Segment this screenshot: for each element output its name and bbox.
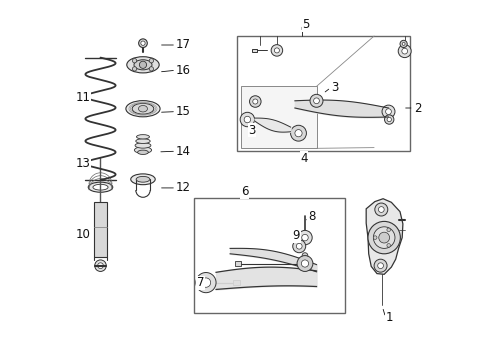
Circle shape	[313, 98, 319, 104]
Circle shape	[373, 236, 376, 239]
Bar	[233, 280, 239, 285]
Text: 5: 5	[302, 18, 309, 31]
Text: 11: 11	[75, 91, 90, 104]
Text: 13: 13	[75, 157, 90, 170]
Text: 10: 10	[75, 228, 90, 240]
Text: 9: 9	[292, 229, 300, 242]
Bar	[237, 36, 409, 151]
Text: 14: 14	[176, 145, 191, 158]
Ellipse shape	[136, 139, 150, 143]
Circle shape	[377, 263, 383, 269]
Circle shape	[309, 94, 322, 107]
Ellipse shape	[88, 182, 113, 192]
Text: 4: 4	[300, 152, 307, 165]
Text: 3: 3	[330, 81, 338, 94]
Ellipse shape	[134, 60, 152, 70]
Circle shape	[384, 115, 393, 124]
Circle shape	[292, 240, 305, 253]
Circle shape	[301, 234, 307, 241]
Text: 8: 8	[307, 210, 315, 223]
Circle shape	[252, 99, 257, 104]
Bar	[194, 198, 344, 313]
Bar	[234, 261, 240, 266]
Circle shape	[201, 278, 210, 287]
Circle shape	[301, 260, 308, 267]
Circle shape	[373, 227, 394, 248]
Ellipse shape	[138, 105, 147, 112]
Circle shape	[132, 59, 137, 63]
Text: 17: 17	[176, 39, 191, 51]
Ellipse shape	[137, 150, 148, 154]
Circle shape	[381, 105, 394, 118]
Circle shape	[298, 135, 303, 140]
Ellipse shape	[136, 135, 149, 139]
Text: 6: 6	[241, 185, 248, 198]
Circle shape	[139, 61, 146, 68]
Circle shape	[274, 48, 279, 53]
Ellipse shape	[136, 176, 149, 182]
Circle shape	[149, 59, 153, 63]
Circle shape	[290, 125, 306, 141]
Circle shape	[401, 48, 407, 54]
Circle shape	[139, 39, 147, 48]
Circle shape	[374, 203, 387, 216]
Circle shape	[401, 42, 404, 45]
Circle shape	[294, 130, 302, 137]
Circle shape	[385, 109, 390, 114]
Circle shape	[240, 112, 254, 127]
Text: 2: 2	[413, 102, 420, 114]
Ellipse shape	[132, 103, 153, 114]
Circle shape	[297, 230, 311, 245]
Circle shape	[98, 263, 103, 269]
Text: 7: 7	[197, 276, 204, 289]
Bar	[241, 86, 316, 148]
Bar	[252, 49, 256, 52]
Circle shape	[386, 228, 390, 231]
Circle shape	[296, 243, 302, 249]
Circle shape	[141, 41, 145, 45]
Text: 3: 3	[247, 124, 255, 137]
Ellipse shape	[134, 147, 151, 153]
Circle shape	[302, 253, 307, 258]
Circle shape	[132, 67, 137, 71]
Ellipse shape	[93, 184, 108, 190]
Circle shape	[367, 221, 400, 254]
Circle shape	[296, 256, 312, 271]
Text: 1: 1	[385, 311, 392, 324]
Circle shape	[196, 273, 216, 293]
Circle shape	[397, 45, 410, 58]
Circle shape	[399, 40, 407, 48]
Circle shape	[95, 260, 106, 271]
Circle shape	[249, 96, 261, 107]
Circle shape	[244, 116, 250, 123]
Ellipse shape	[126, 57, 159, 73]
Ellipse shape	[135, 143, 151, 148]
Circle shape	[378, 207, 384, 212]
Bar	[94, 202, 106, 257]
Circle shape	[386, 117, 390, 122]
Polygon shape	[366, 199, 402, 274]
Circle shape	[378, 232, 389, 243]
Text: 15: 15	[176, 105, 191, 118]
Text: 12: 12	[176, 181, 191, 194]
Text: 16: 16	[176, 64, 191, 77]
Ellipse shape	[125, 100, 160, 117]
Circle shape	[270, 45, 282, 56]
Circle shape	[386, 244, 390, 247]
Circle shape	[149, 67, 153, 71]
Circle shape	[373, 259, 386, 272]
Ellipse shape	[130, 174, 155, 185]
